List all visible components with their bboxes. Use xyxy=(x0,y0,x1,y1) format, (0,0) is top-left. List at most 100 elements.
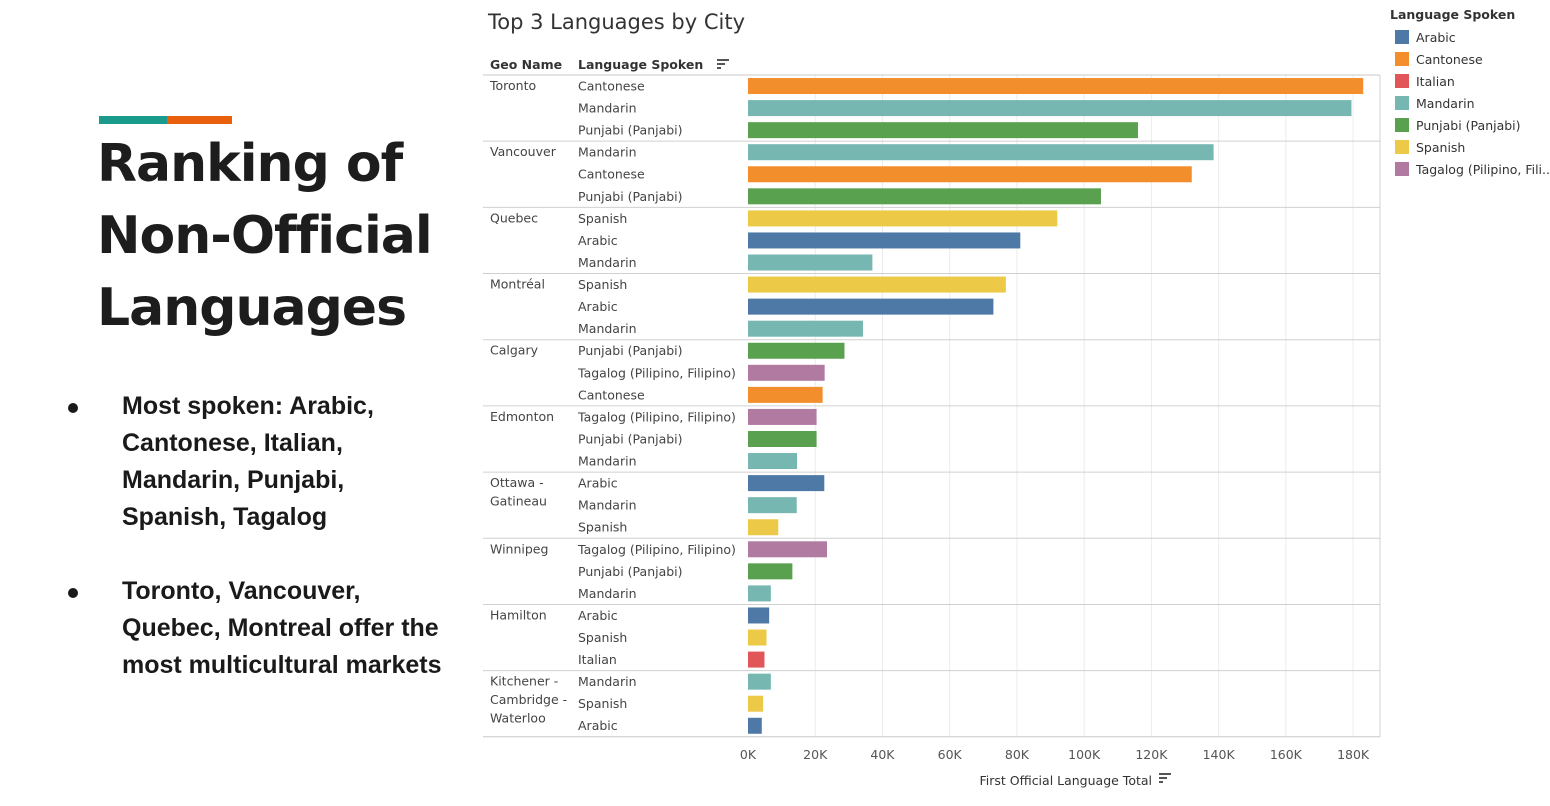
legend-item[interactable]: Spanish xyxy=(1390,136,1550,158)
legend-label: Arabic xyxy=(1416,29,1456,45)
x-tick-label: 20K xyxy=(803,747,828,762)
bar xyxy=(748,563,793,580)
slide-title-line: Non-Official xyxy=(97,206,433,266)
language-label: Punjabi (Panjabi) xyxy=(578,431,683,446)
legend-label: Tagalog (Pilipino, Fili.. xyxy=(1416,161,1550,177)
geo-name-label: Toronto xyxy=(489,78,536,93)
x-tick-label: 80K xyxy=(1005,747,1030,762)
legend-item[interactable]: Arabic xyxy=(1390,26,1550,48)
chart-title: Top 3 Languages by City xyxy=(488,10,745,34)
geo-name-label: Vancouver xyxy=(490,144,557,159)
bar xyxy=(748,519,779,536)
language-label: Spanish xyxy=(578,277,627,292)
bar xyxy=(748,232,1021,249)
legend-swatch xyxy=(1395,118,1409,132)
legend-item[interactable]: Punjabi (Panjabi) xyxy=(1390,114,1550,136)
bar xyxy=(748,430,817,447)
language-label: Cantonese xyxy=(578,79,645,94)
legend-item[interactable]: Mandarin xyxy=(1390,92,1550,114)
geo-name-label: Kitchener - xyxy=(490,674,558,689)
bar xyxy=(748,166,1192,183)
bullet-item: Most spoken: Arabic, Cantonese, Italian,… xyxy=(64,388,444,536)
slide-title-line: Ranking of xyxy=(97,134,403,194)
bar xyxy=(748,342,845,359)
legend-swatch xyxy=(1395,74,1409,88)
language-label: Spanish xyxy=(578,630,627,645)
bullet-dot-icon xyxy=(68,403,78,413)
legend-swatch xyxy=(1395,140,1409,154)
bar xyxy=(748,607,770,624)
bar xyxy=(748,497,797,514)
legend-item[interactable]: Italian xyxy=(1390,70,1550,92)
bar xyxy=(748,475,825,492)
bar xyxy=(748,364,825,381)
bar xyxy=(748,320,863,337)
legend-title: Language Spoken xyxy=(1390,7,1516,22)
bar xyxy=(748,122,1138,139)
bar xyxy=(748,717,762,734)
legend-item[interactable]: Tagalog (Pilipino, Fili.. xyxy=(1390,158,1550,180)
legend-label: Spanish xyxy=(1416,139,1466,155)
bar xyxy=(748,541,827,558)
language-label: Mandarin xyxy=(578,321,637,336)
language-label: Tagalog (Pilipino, Filipino) xyxy=(577,542,736,557)
bullet-list: Most spoken: Arabic, Cantonese, Italian,… xyxy=(64,388,444,721)
language-label: Cantonese xyxy=(578,167,645,182)
language-label: Arabic xyxy=(578,299,618,314)
geo-name-label: Ottawa - xyxy=(490,475,544,490)
accent-bar-orange xyxy=(167,116,232,124)
geo-name-label: Waterloo xyxy=(490,711,546,726)
language-label: Arabic xyxy=(578,233,618,248)
bar xyxy=(748,210,1058,227)
bar xyxy=(748,629,767,646)
geo-name-label: Edmonton xyxy=(490,409,554,424)
bar xyxy=(748,78,1364,95)
language-label: Mandarin xyxy=(578,101,637,116)
legend-swatch xyxy=(1395,52,1409,66)
bar xyxy=(748,453,798,470)
accent-bar-teal xyxy=(99,116,167,124)
x-tick-label: 0K xyxy=(740,747,757,762)
bar xyxy=(748,298,994,315)
x-axis-title: First Official Language Total xyxy=(979,773,1152,788)
bullet-dot-icon xyxy=(68,588,78,598)
language-label: Tagalog (Pilipino, Filipino) xyxy=(577,365,736,380)
language-label: Punjabi (Panjabi) xyxy=(578,123,683,138)
language-label: Cantonese xyxy=(578,387,645,402)
language-label: Mandarin xyxy=(578,454,637,469)
column-header-language-spoken[interactable]: Language Spoken xyxy=(578,57,704,72)
bullet-item: Toronto, Vancouver, Quebec, Montreal off… xyxy=(64,573,444,684)
geo-name-label: Winnipeg xyxy=(490,541,548,556)
bar-chart: Toronto Cantonese Mandarin Punjabi (Panjabi… xyxy=(483,74,1381,788)
language-label: Mandarin xyxy=(578,674,637,689)
legend-label: Mandarin xyxy=(1416,95,1475,111)
x-tick-label: 100K xyxy=(1068,747,1101,762)
slide-title: Ranking of Non-Official Languages xyxy=(97,128,433,344)
language-label: Punjabi (Panjabi) xyxy=(578,189,683,204)
x-tick-label: 40K xyxy=(870,747,895,762)
language-label: Italian xyxy=(578,652,617,667)
axis-sort-icon[interactable] xyxy=(1159,773,1173,785)
bar xyxy=(748,188,1101,205)
x-tick-label: 140K xyxy=(1203,747,1236,762)
language-label: Mandarin xyxy=(578,145,637,160)
bar xyxy=(748,585,771,602)
language-label: Punjabi (Panjabi) xyxy=(578,564,683,579)
geo-name-label: Quebec xyxy=(490,210,538,225)
column-header-geo-name[interactable]: Geo Name xyxy=(490,57,563,72)
bar xyxy=(748,408,817,425)
x-tick-label: 180K xyxy=(1337,747,1370,762)
language-label: Tagalog (Pilipino, Filipino) xyxy=(577,409,736,424)
legend: Language Spoken Arabic Cantonese Italian Ma… xyxy=(1390,6,1550,180)
bullet-text: Most spoken: Arabic, Cantonese, Italian,… xyxy=(122,392,374,531)
legend-item[interactable]: Cantonese xyxy=(1390,48,1550,70)
language-label: Mandarin xyxy=(578,498,637,513)
sort-icon[interactable] xyxy=(717,59,731,71)
geo-name-label: Hamilton xyxy=(490,607,547,622)
language-label: Arabic xyxy=(578,718,618,733)
bar xyxy=(748,100,1352,117)
language-label: Mandarin xyxy=(578,586,637,601)
language-label: Arabic xyxy=(578,608,618,623)
x-tick-label: 120K xyxy=(1135,747,1168,762)
geo-name-label: Montréal xyxy=(490,277,545,292)
